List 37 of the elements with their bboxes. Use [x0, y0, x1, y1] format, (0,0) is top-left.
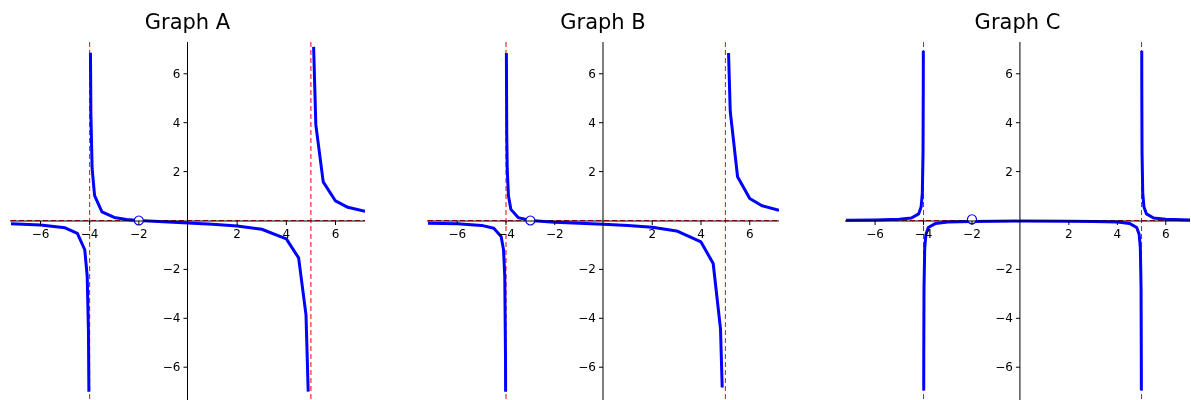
- y-tick-label: 4: [588, 115, 596, 130]
- x-tick-label: 6: [331, 227, 340, 241]
- y-tick-label: −2: [578, 262, 596, 277]
- y-tick-label: −6: [162, 360, 181, 375]
- chart-title: Graph A: [143, 10, 232, 34]
- x-tick-label: 4: [697, 227, 705, 241]
- y-tick-label: −4: [162, 311, 181, 326]
- y-tick-label: 6: [172, 66, 181, 81]
- y-tick-label: −2: [162, 262, 181, 277]
- y-tick-label: 6: [1005, 66, 1013, 81]
- y-tick-label: −4: [578, 311, 596, 326]
- x-tick-label: −2: [963, 227, 981, 241]
- x-tick-label: 2: [648, 227, 657, 241]
- y-tick-label: −4: [995, 311, 1013, 326]
- y-tick-label: 2: [172, 164, 181, 179]
- y-tick-label: −2: [995, 262, 1013, 277]
- x-tick-label: 2: [1065, 227, 1073, 241]
- x-tick-label: 6: [745, 227, 754, 241]
- chart-title: Graph C: [973, 10, 1062, 34]
- x-tick-label: 2: [233, 227, 241, 241]
- x-tick-label: 4: [1113, 227, 1122, 241]
- x-tick-label: −2: [129, 227, 148, 241]
- y-tick-label: 2: [1005, 164, 1013, 179]
- x-tick-label: −2: [545, 227, 564, 241]
- y-tick-label: 2: [588, 164, 596, 179]
- chart-title: Graph B: [559, 10, 647, 34]
- y-tick-label: 6: [588, 66, 596, 81]
- y-tick-label: −6: [578, 360, 596, 375]
- y-tick-label: 4: [1005, 115, 1013, 130]
- x-tick-label: −4: [80, 227, 99, 241]
- y-tick-label: −6: [995, 360, 1013, 375]
- x-tick-label: −6: [448, 227, 467, 241]
- x-tick-label: 4: [282, 227, 291, 241]
- y-tick-label: 4: [172, 115, 181, 130]
- x-tick-label: 6: [1161, 227, 1170, 241]
- x-tick-label: −6: [31, 227, 50, 241]
- x-tick-label: −6: [866, 227, 884, 241]
